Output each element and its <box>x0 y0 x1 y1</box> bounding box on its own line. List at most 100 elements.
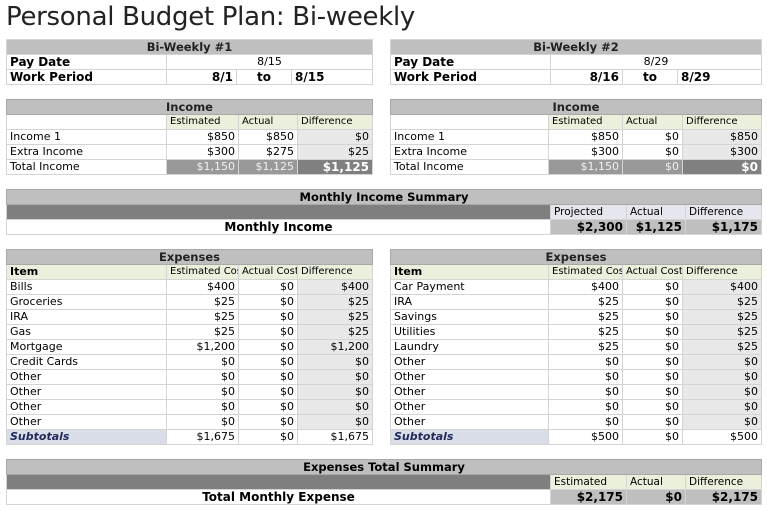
total-income-actual: $1,125 <box>238 159 298 175</box>
expense-estimated[interactable]: $25 <box>548 309 623 325</box>
expense-actual[interactable]: $0 <box>622 324 683 340</box>
expense-actual[interactable]: $0 <box>622 384 683 400</box>
expense-item[interactable]: Gas <box>6 324 167 340</box>
income-estimated[interactable]: $300 <box>548 144 623 160</box>
expenses-table-1: Expenses Item Estimated Cost Actual Cost Di… <box>6 249 373 445</box>
expense-row: Other $0 $0 $0 <box>6 414 373 430</box>
col-projected: Projected <box>550 204 627 220</box>
income-difference: $0 <box>297 129 373 145</box>
expense-estimated[interactable]: $25 <box>548 339 623 355</box>
expense-item[interactable]: Laundry <box>390 339 549 355</box>
expense-item[interactable]: Other <box>6 414 167 430</box>
expense-actual[interactable]: $0 <box>622 354 683 370</box>
subtotal-row: Subtotals $1,675 $0 $1,675 <box>6 429 373 445</box>
expense-item[interactable]: IRA <box>6 309 167 325</box>
expense-estimated[interactable]: $0 <box>548 354 623 370</box>
work-to-label: to <box>622 69 678 85</box>
income-actual[interactable]: $850 <box>238 129 298 145</box>
subtotal-actual: $0 <box>622 429 683 445</box>
income-table-1: Income Estimated Actual Difference Income … <box>6 99 373 175</box>
expense-item[interactable]: Other <box>390 384 549 400</box>
work-from[interactable]: 8/1 <box>166 69 237 85</box>
total-expense-difference: $2,175 <box>685 489 762 505</box>
expense-difference: $0 <box>297 399 373 415</box>
work-to[interactable]: 8/15 <box>291 69 373 85</box>
expense-estimated[interactable]: $400 <box>166 279 239 295</box>
expense-item[interactable]: Utilities <box>390 324 549 340</box>
expense-actual[interactable]: $0 <box>238 384 298 400</box>
expense-row: Other $0 $0 $0 <box>390 369 762 385</box>
expense-estimated[interactable]: $0 <box>166 414 239 430</box>
expense-item[interactable]: Mortgage <box>6 339 167 355</box>
expense-estimated[interactable]: $0 <box>166 399 239 415</box>
expense-item[interactable]: Other <box>390 414 549 430</box>
expense-actual[interactable]: $0 <box>622 294 683 310</box>
expense-estimated[interactable]: $0 <box>166 369 239 385</box>
expense-row: IRA $25 $0 $25 <box>6 309 373 325</box>
expense-estimated[interactable]: $1,200 <box>166 339 239 355</box>
expense-difference: $0 <box>297 414 373 430</box>
expense-actual[interactable]: $0 <box>238 414 298 430</box>
expense-actual[interactable]: $0 <box>238 369 298 385</box>
income-estimated[interactable]: $850 <box>548 129 623 145</box>
expense-actual[interactable]: $0 <box>238 339 298 355</box>
expense-estimated[interactable]: $0 <box>548 369 623 385</box>
expense-estimated[interactable]: $0 <box>548 384 623 400</box>
expense-estimated[interactable]: $25 <box>548 294 623 310</box>
expense-item[interactable]: Groceries <box>6 294 167 310</box>
work-to[interactable]: 8/29 <box>677 69 762 85</box>
expense-actual[interactable]: $0 <box>238 324 298 340</box>
expense-estimated[interactable]: $0 <box>166 354 239 370</box>
expense-estimated[interactable]: $400 <box>548 279 623 295</box>
expense-estimated[interactable]: $25 <box>166 324 239 340</box>
income-estimated[interactable]: $850 <box>166 129 239 145</box>
monthly-income-header: Monthly Income Summary <box>6 189 762 205</box>
expense-item[interactable]: Other <box>390 369 549 385</box>
expense-estimated[interactable]: $25 <box>548 324 623 340</box>
expense-actual[interactable]: $0 <box>238 294 298 310</box>
expense-estimated[interactable]: $0 <box>548 414 623 430</box>
expense-actual[interactable]: $0 <box>238 279 298 295</box>
income-actual[interactable]: $0 <box>622 129 683 145</box>
expense-estimated[interactable]: $0 <box>548 399 623 415</box>
expense-item[interactable]: Car Payment <box>390 279 549 295</box>
expense-item[interactable]: Other <box>390 399 549 415</box>
expense-item[interactable]: Other <box>390 354 549 370</box>
subtotal-estimated: $500 <box>548 429 623 445</box>
expense-actual[interactable]: $0 <box>622 339 683 355</box>
col-actual: Actual <box>238 114 298 130</box>
expense-estimated[interactable]: $0 <box>166 384 239 400</box>
expense-item[interactable]: Bills <box>6 279 167 295</box>
income-estimated[interactable]: $300 <box>166 144 239 160</box>
pay-period-header: Bi-Weekly #2 <box>390 39 762 55</box>
expense-actual[interactable]: $0 <box>622 279 683 295</box>
expense-actual[interactable]: $0 <box>238 309 298 325</box>
subtotal-label: Subtotals <box>6 429 167 445</box>
expense-estimated[interactable]: $25 <box>166 294 239 310</box>
expense-actual[interactable]: $0 <box>622 399 683 415</box>
col-difference: Difference <box>685 204 762 220</box>
col-estimated: Estimated <box>548 114 623 130</box>
expense-actual[interactable]: $0 <box>622 309 683 325</box>
expense-actual[interactable]: $0 <box>238 354 298 370</box>
income-actual[interactable]: $275 <box>238 144 298 160</box>
expense-item[interactable]: Credit Cards <box>6 354 167 370</box>
expense-item[interactable]: Other <box>6 369 167 385</box>
expense-actual[interactable]: $0 <box>622 369 683 385</box>
expense-row: Credit Cards $0 $0 $0 <box>6 354 373 370</box>
income-actual[interactable]: $0 <box>622 144 683 160</box>
expense-item[interactable]: Savings <box>390 309 549 325</box>
work-period-label: Work Period <box>6 69 167 85</box>
pay-date-value[interactable]: 8/29 <box>550 54 762 70</box>
expense-actual[interactable]: $0 <box>238 399 298 415</box>
expense-estimated[interactable]: $25 <box>166 309 239 325</box>
expense-difference: $25 <box>682 324 762 340</box>
expense-item[interactable]: IRA <box>390 294 549 310</box>
expense-item[interactable]: Other <box>6 399 167 415</box>
expense-difference: $25 <box>682 294 762 310</box>
expense-item[interactable]: Other <box>6 384 167 400</box>
pay-date-value[interactable]: 8/15 <box>166 54 373 70</box>
pay-period-1: Bi-Weekly #1 Pay Date 8/15 Work Period 8/1… <box>6 39 373 85</box>
expense-actual[interactable]: $0 <box>622 414 683 430</box>
work-from[interactable]: 8/16 <box>550 69 623 85</box>
